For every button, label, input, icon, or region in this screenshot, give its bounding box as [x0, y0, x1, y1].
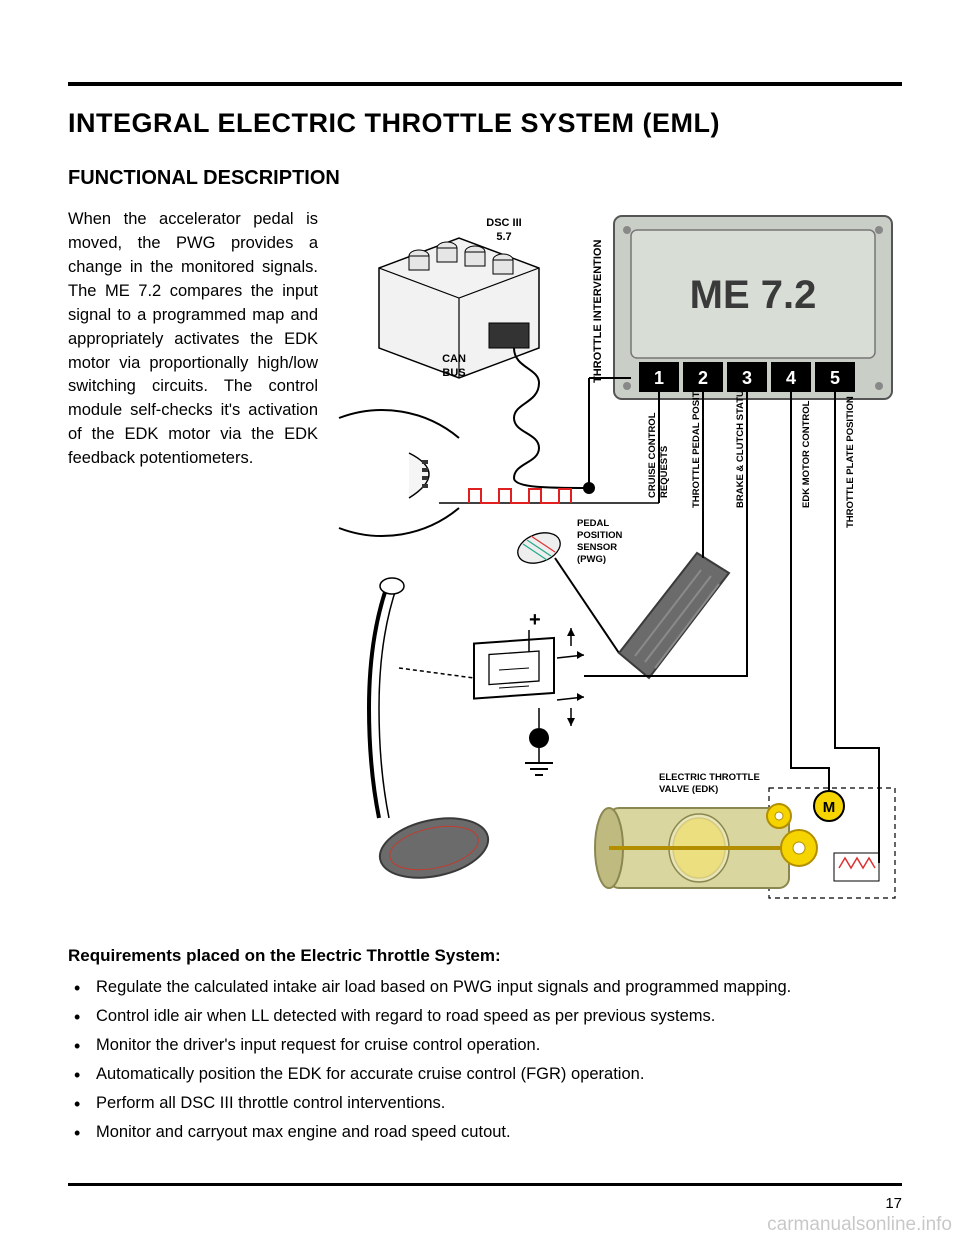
svg-text:REQUESTS: REQUESTS	[659, 446, 670, 498]
page: INTEGRAL ELECTRIC THROTTLE SYSTEM (EML) …	[0, 0, 960, 1242]
page-title: INTEGRAL ELECTRIC THROTTLE SYSTEM (EML)	[68, 108, 902, 139]
bottom-rule	[68, 1183, 902, 1186]
requirements-list: Regulate the calculated intake air load …	[68, 976, 902, 1145]
svg-text:VALVE (EDK): VALVE (EDK)	[659, 784, 718, 795]
svg-text:THROTTLE INTERVENTION: THROTTLE INTERVENTION	[592, 240, 604, 383]
list-item: Regulate the calculated intake air load …	[68, 976, 902, 999]
body-paragraph: When the accelerator pedal is moved, the…	[68, 208, 318, 928]
signal-waveform	[469, 489, 571, 503]
svg-text:BUS: BUS	[442, 367, 465, 379]
list-item: Monitor and carryout max engine and road…	[68, 1121, 902, 1144]
svg-text:CRUISE CONTROL: CRUISE CONTROL	[647, 412, 658, 498]
svg-text:1: 1	[654, 368, 664, 388]
steering-wheel: CRUISE CONTROL REQUESTS	[339, 392, 670, 536]
ecu-label: ME 7.2	[690, 273, 817, 317]
svg-text:THROTTLE PLATE POSITION: THROTTLE PLATE POSITION	[845, 396, 856, 528]
body-row: When the accelerator pedal is moved, the…	[68, 208, 902, 928]
section-heading: FUNCTIONAL DESCRIPTION	[68, 167, 902, 190]
content-area: INTEGRAL ELECTRIC THROTTLE SYSTEM (EML) …	[68, 108, 902, 1172]
diagram-svg: ME 7.2 1 2 3 4 5 DSC III 5.7	[336, 208, 902, 928]
list-item: Perform all DSC III throttle control int…	[68, 1092, 902, 1115]
top-rule	[68, 82, 902, 86]
list-item: Control idle air when LL detected with r…	[68, 1005, 902, 1028]
svg-text:CAN: CAN	[442, 353, 466, 365]
system-diagram: ME 7.2 1 2 3 4 5 DSC III 5.7	[336, 208, 902, 928]
svg-text:5.7: 5.7	[496, 231, 511, 243]
svg-text:PEDAL: PEDAL	[577, 518, 609, 529]
ecu-module: ME 7.2 1 2 3 4 5	[614, 216, 892, 399]
svg-text:POSITION: POSITION	[577, 530, 623, 541]
svg-text:ELECTRIC THROTTLE: ELECTRIC THROTTLE	[659, 772, 760, 783]
page-number: 17	[885, 1195, 902, 1212]
ecu-ports: 1 2 3 4 5	[639, 362, 855, 392]
svg-text:(PWG): (PWG)	[577, 554, 606, 565]
svg-text:5: 5	[830, 368, 840, 388]
svg-text:+: +	[529, 609, 541, 631]
svg-text:EDK MOTOR CONTROL: EDK MOTOR CONTROL	[801, 400, 812, 508]
watermark: carmanualsonline.info	[767, 1214, 952, 1236]
svg-text:DSC III: DSC III	[486, 217, 521, 229]
svg-text:BRAKE & CLUTCH STATUS: BRAKE & CLUTCH STATUS	[735, 384, 746, 508]
svg-text:M: M	[823, 799, 836, 816]
list-item: Automatically position the EDK for accur…	[68, 1063, 902, 1086]
svg-text:SENSOR: SENSOR	[577, 542, 617, 553]
list-item: Monitor the driver's input request for c…	[68, 1034, 902, 1057]
svg-text:4: 4	[786, 368, 796, 388]
pwg-pedal: PEDAL POSITION SENSOR (PWG) THROTTLE PED…	[514, 375, 729, 678]
requirements-heading: Requirements placed on the Electric Thro…	[68, 946, 902, 966]
svg-text:THROTTLE PEDAL POSITION: THROTTLE PEDAL POSITION	[691, 375, 702, 508]
